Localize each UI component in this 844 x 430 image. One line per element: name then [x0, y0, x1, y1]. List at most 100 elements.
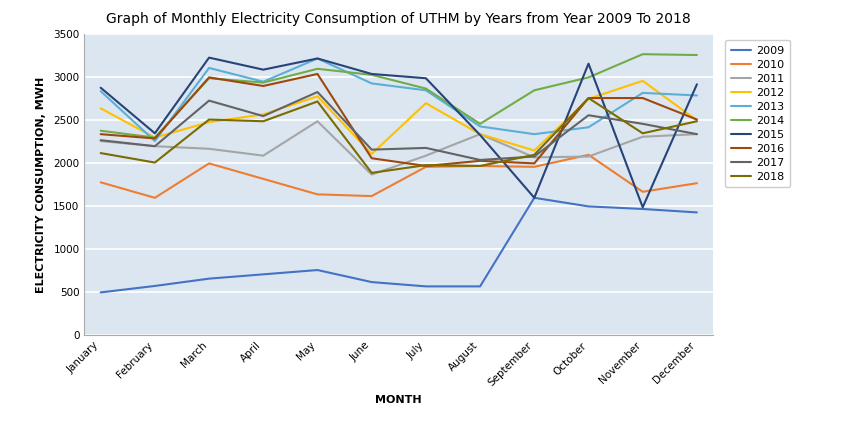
2016 — [421, 163, 431, 169]
2015 — [312, 56, 322, 61]
2018 — [529, 152, 539, 157]
2009 — [638, 206, 648, 212]
2017 — [258, 114, 268, 119]
2013 — [258, 79, 268, 84]
2009 — [312, 267, 322, 273]
Line: 2017: 2017 — [100, 92, 697, 160]
2013 — [475, 124, 485, 129]
2018 — [638, 131, 648, 136]
2015 — [692, 82, 702, 87]
2012 — [475, 132, 485, 137]
2018 — [475, 163, 485, 169]
2017 — [529, 154, 539, 159]
2014 — [638, 52, 648, 57]
2011 — [475, 132, 485, 137]
2017 — [312, 89, 322, 95]
2015 — [366, 71, 376, 77]
2014 — [366, 72, 376, 77]
2015 — [583, 61, 593, 66]
2014 — [692, 52, 702, 58]
Line: 2012: 2012 — [100, 81, 697, 154]
2009 — [204, 276, 214, 281]
2017 — [149, 144, 160, 149]
2010 — [421, 164, 431, 169]
2016 — [258, 83, 268, 89]
2011 — [204, 146, 214, 151]
2011 — [149, 144, 160, 149]
2016 — [529, 161, 539, 166]
2010 — [204, 161, 214, 166]
2014 — [149, 135, 160, 140]
Line: 2018: 2018 — [100, 98, 697, 173]
2011 — [529, 155, 539, 160]
2018 — [583, 95, 593, 101]
2018 — [692, 119, 702, 124]
2010 — [149, 195, 160, 200]
2009 — [583, 204, 593, 209]
2015 — [95, 85, 106, 90]
2012 — [421, 101, 431, 106]
2009 — [692, 210, 702, 215]
2011 — [258, 153, 268, 158]
2010 — [258, 176, 268, 181]
2018 — [258, 119, 268, 124]
2018 — [204, 117, 214, 122]
2016 — [312, 71, 322, 77]
2013 — [421, 88, 431, 93]
2014 — [583, 75, 593, 80]
2018 — [312, 99, 322, 104]
2013 — [366, 81, 376, 86]
2012 — [529, 148, 539, 153]
2013 — [149, 138, 160, 144]
2012 — [204, 120, 214, 125]
2009 — [421, 284, 431, 289]
2011 — [421, 153, 431, 158]
2010 — [312, 192, 322, 197]
2015 — [529, 195, 539, 200]
2018 — [421, 163, 431, 168]
2012 — [692, 118, 702, 123]
2017 — [95, 138, 106, 143]
2018 — [95, 150, 106, 156]
2009 — [529, 195, 539, 200]
2016 — [638, 95, 648, 101]
2009 — [366, 280, 376, 285]
2014 — [312, 66, 322, 71]
2009 — [149, 283, 160, 289]
2013 — [312, 56, 322, 61]
2013 — [204, 65, 214, 71]
2016 — [204, 75, 214, 80]
2017 — [638, 121, 648, 126]
2015 — [638, 205, 648, 210]
2015 — [149, 131, 160, 136]
2013 — [529, 132, 539, 137]
2011 — [638, 134, 648, 139]
2012 — [149, 135, 160, 140]
2015 — [258, 67, 268, 72]
2010 — [529, 164, 539, 169]
2015 — [421, 76, 431, 81]
2009 — [258, 272, 268, 277]
2017 — [366, 147, 376, 152]
2017 — [583, 113, 593, 118]
2017 — [475, 157, 485, 163]
2011 — [692, 132, 702, 137]
2011 — [583, 154, 593, 159]
2012 — [638, 78, 648, 83]
2009 — [95, 290, 106, 295]
2017 — [692, 132, 702, 137]
2017 — [421, 145, 431, 150]
2013 — [638, 90, 648, 95]
2016 — [366, 156, 376, 161]
2010 — [692, 181, 702, 186]
Line: 2015: 2015 — [100, 58, 697, 207]
2010 — [583, 152, 593, 157]
Legend: 2009, 2010, 2011, 2012, 2013, 2014, 2015, 2016, 2017, 2018: 2009, 2010, 2011, 2012, 2013, 2014, 2015… — [725, 40, 790, 187]
Y-axis label: ELECTRICITY CONSUMPTION, MWH: ELECTRICITY CONSUMPTION, MWH — [36, 77, 46, 293]
2010 — [366, 194, 376, 199]
2011 — [366, 172, 376, 177]
2016 — [149, 136, 160, 141]
2013 — [95, 89, 106, 94]
2016 — [692, 117, 702, 122]
Line: 2013: 2013 — [100, 58, 697, 141]
